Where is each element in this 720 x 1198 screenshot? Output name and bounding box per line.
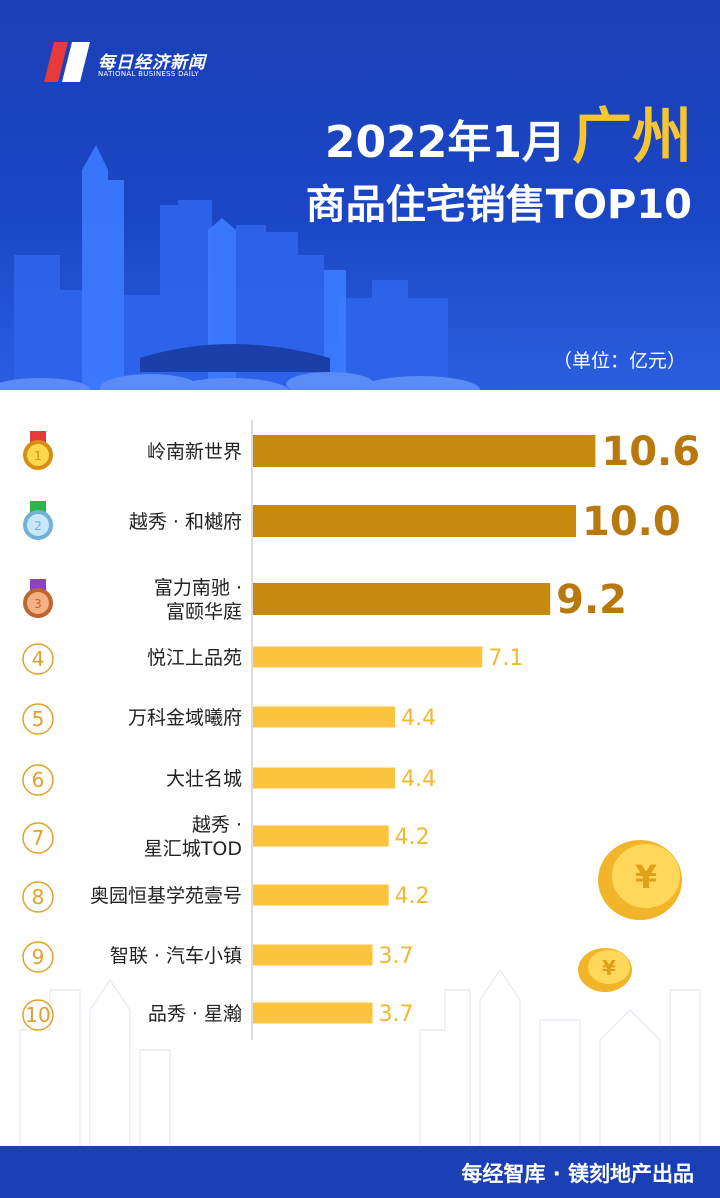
data-label: 3.7 — [379, 1002, 414, 1027]
rank-number: 5 — [32, 707, 45, 731]
bar — [253, 505, 576, 537]
category-label: 越秀 · 和樾府 — [129, 511, 242, 533]
rank-circle-icon — [22, 643, 54, 675]
bar — [253, 706, 396, 728]
title-date: 2022年1月 — [324, 117, 566, 168]
unit-label: （单位：亿元） — [552, 350, 686, 372]
bronze-medal-icon-ribbon — [30, 579, 46, 591]
rank-number: 4 — [32, 647, 45, 671]
gold-medal-icon-face — [27, 444, 49, 466]
brand-logo-icon — [44, 42, 90, 82]
category-label: 越秀 · — [192, 814, 242, 836]
category-label: 品秀 · 星瀚 — [148, 1003, 242, 1025]
city-skyline-illustration — [0, 145, 480, 390]
rank-number: 3 — [34, 597, 42, 611]
rank-number: 6 — [32, 768, 45, 792]
data-label: 3.7 — [379, 944, 414, 969]
data-label: 4.2 — [395, 825, 430, 850]
data-label: 7.1 — [488, 646, 523, 671]
background-skyline-decoration — [19, 968, 701, 1146]
data-label: 10.6 — [601, 429, 700, 475]
bar — [253, 884, 389, 906]
bar — [253, 1002, 373, 1024]
rank-number: 7 — [32, 826, 45, 850]
bar — [253, 825, 389, 847]
data-label: 4.2 — [395, 884, 430, 909]
bar — [253, 646, 483, 668]
data-label: 9.2 — [556, 577, 627, 623]
brand-name-en: NATIONAL BUSINESS DAILY — [98, 70, 199, 78]
category-label: 富力南驰 · — [154, 577, 242, 599]
category-label: 星汇城TOD — [144, 838, 242, 860]
bar — [253, 767, 396, 789]
data-label: 4.4 — [401, 706, 436, 731]
silver-medal-icon-face — [27, 514, 49, 536]
rank-circle-icon — [22, 999, 54, 1031]
category-label: 万科金域曦府 — [128, 707, 242, 729]
rank-number: 8 — [32, 885, 45, 909]
small-gold-coin-icon: ¥ — [578, 948, 632, 992]
bar — [253, 435, 596, 467]
svg-text:¥: ¥ — [602, 956, 616, 980]
rank-number: 1 — [34, 449, 42, 463]
gold-medal-icon-ribbon — [30, 431, 46, 443]
rank-circle-icon — [22, 822, 54, 854]
footer-credit: 每经智库 · 镁刻地产出品 — [461, 1162, 694, 1186]
bar — [253, 944, 373, 966]
data-label: 10.0 — [582, 499, 681, 545]
gold-coin-icon: ¥ — [598, 840, 682, 920]
title-line-2: 商品住宅销售TOP10 — [305, 182, 692, 228]
title-city: 广州 — [572, 102, 692, 172]
footer-bar: 每经智库 · 镁刻地产出品 — [0, 1146, 720, 1198]
category-label: 岭南新世界 — [147, 441, 242, 463]
header-banner: 每日经济新闻 NATIONAL BUSINESS DAILY 2022年1月 广州… — [0, 0, 720, 390]
bronze-medal-icon-face — [27, 592, 49, 614]
brand-name: 每日经济新闻 — [98, 53, 206, 73]
category-label: 富颐华庭 — [166, 601, 242, 623]
rank-circle-icon — [22, 941, 54, 973]
category-label: 智联 · 汽车小镇 — [110, 945, 242, 967]
data-label: 4.4 — [401, 767, 436, 792]
rank-number: 2 — [34, 519, 42, 533]
bar-chart: ¥ ¥ 10.6 岭南新世界 1 10.0 越秀 · 和樾府 2 9.2 富力南驰 ·富颐华庭… — [19, 420, 701, 1146]
rank-number: 10 — [25, 1003, 50, 1027]
bar — [253, 583, 551, 615]
category-label: 悦江上品苑 — [147, 647, 242, 669]
rank-circle-icon — [22, 703, 54, 735]
category-label: 大壮名城 — [166, 768, 242, 790]
silver-medal-icon-ribbon — [30, 501, 46, 513]
svg-text:¥: ¥ — [635, 858, 657, 896]
rank-number: 9 — [32, 945, 45, 969]
category-label: 奥园恒基学苑壹号 — [90, 885, 242, 907]
title-line-1: 2022年1月 广州 — [325, 88, 692, 175]
rank-circle-icon — [22, 764, 54, 796]
rank-circle-icon — [22, 881, 54, 913]
